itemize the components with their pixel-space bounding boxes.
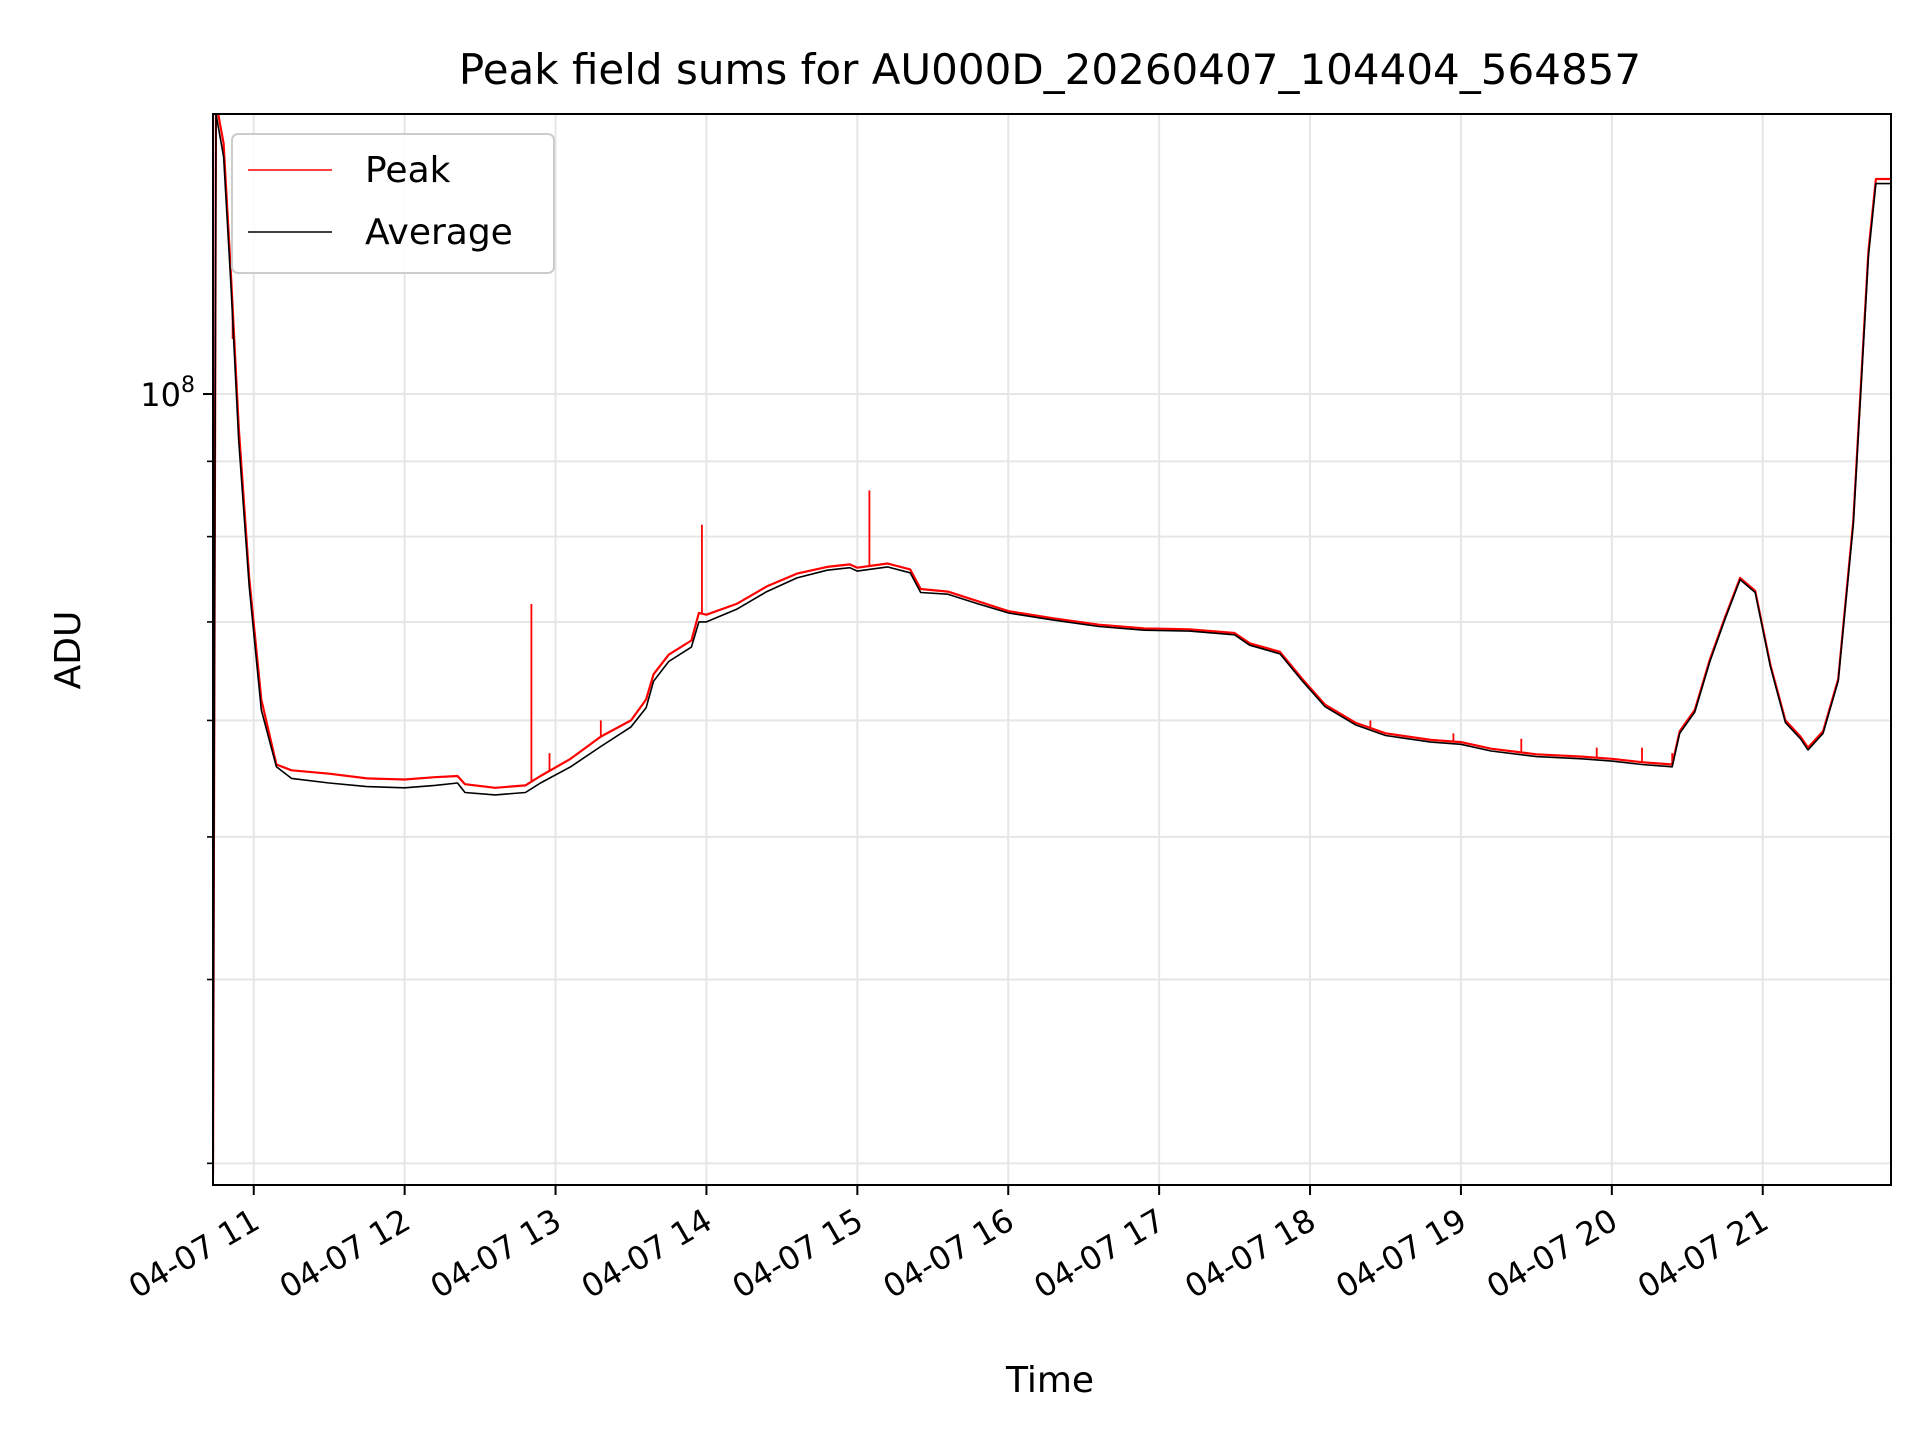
y-axis-label: ADU	[48, 611, 89, 690]
series-line-average	[213, 114, 1891, 1185]
x-axis-label: Time	[1005, 1360, 1094, 1401]
legend: Peak Average	[231, 133, 555, 274]
y-tick-label: 108	[140, 373, 195, 414]
legend-label-average: Average	[365, 212, 513, 253]
chart-title: Peak field sums for AU000D_20260407_1044…	[459, 45, 1641, 94]
grid	[213, 114, 1891, 1185]
legend-label-peak: Peak	[365, 150, 451, 191]
legend-box	[231, 133, 555, 274]
series-layer	[213, 114, 1891, 1185]
y-axis-ticks: 108	[140, 373, 213, 1165]
series-average	[213, 114, 1891, 1185]
plot-frame	[212, 113, 1892, 1186]
